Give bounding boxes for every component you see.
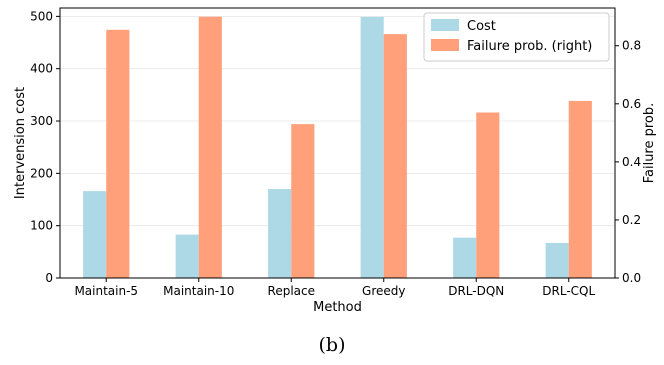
y-tick-label: 100 bbox=[30, 219, 53, 233]
y-tick-label: 400 bbox=[30, 62, 53, 76]
x-axis-ticks: Maintain-5 Maintain-10 Replace Greedy DRL-DQ… bbox=[74, 278, 596, 298]
failure-bar-drl-dqn bbox=[476, 112, 500, 278]
grid-lines bbox=[60, 15, 615, 227]
x-tick-label: Maintain-10 bbox=[163, 284, 234, 298]
plot-frame bbox=[59, 7, 616, 279]
y-tick-label: 200 bbox=[30, 166, 53, 180]
legend-box bbox=[423, 12, 610, 62]
failure-bar-maintain-5 bbox=[106, 29, 130, 278]
legend-label-failure: Failure prob. (right) bbox=[467, 39, 592, 54]
cost-bar-drl-dqn bbox=[453, 237, 477, 278]
x-tick-label: DRL-CQL bbox=[542, 284, 595, 298]
y2-tick-label: 0.8 bbox=[622, 39, 641, 53]
legend-swatch-cost bbox=[431, 19, 459, 31]
figure-caption: (b) bbox=[318, 334, 346, 356]
x-tick-label: Maintain-5 bbox=[74, 284, 138, 298]
bars bbox=[83, 16, 592, 279]
cost-bar-greedy bbox=[360, 16, 384, 278]
right-axis-ticks: 0.0 0.2 0.4 0.6 0.8 bbox=[615, 39, 641, 285]
cost-bar-maintain-5 bbox=[83, 191, 107, 278]
cost-bar-replace bbox=[268, 189, 292, 278]
y2-tick-label: 0.6 bbox=[622, 97, 641, 111]
legend-swatch-failure bbox=[431, 39, 459, 51]
failure-bar-greedy bbox=[383, 34, 407, 279]
legend: Cost Failure prob. (right) bbox=[423, 12, 610, 62]
x-axis-label: Method bbox=[313, 300, 362, 315]
y-tick-label: 0 bbox=[45, 271, 53, 285]
y2-tick-label: 0.0 bbox=[622, 271, 641, 285]
y-tick-label: 500 bbox=[30, 9, 53, 23]
left-axis-ticks: 0 100 200 300 400 500 bbox=[30, 9, 60, 285]
cost-bar-maintain-10 bbox=[175, 234, 199, 278]
y2-tick-label: 0.2 bbox=[622, 213, 641, 227]
chart: 0 100 200 300 400 500 0.0 0.2 0.4 0.6 0.8 Maintai… bbox=[13, 7, 657, 315]
right-y-axis-label: Failure prob. bbox=[642, 103, 657, 184]
y-axis-label: Intervension cost bbox=[13, 87, 28, 199]
y2-tick-label: 0.4 bbox=[622, 155, 641, 169]
y-tick-label: 300 bbox=[30, 114, 53, 128]
x-tick-label: DRL-DQN bbox=[448, 284, 504, 298]
failure-bar-replace bbox=[291, 124, 315, 279]
legend-label-cost: Cost bbox=[467, 19, 496, 34]
x-tick-label: Greedy bbox=[362, 284, 405, 298]
x-tick-label: Replace bbox=[268, 284, 315, 298]
cost-bar-drl-cql bbox=[545, 242, 569, 278]
failure-bar-drl-cql bbox=[568, 100, 592, 278]
failure-bar-maintain-10 bbox=[198, 16, 222, 278]
